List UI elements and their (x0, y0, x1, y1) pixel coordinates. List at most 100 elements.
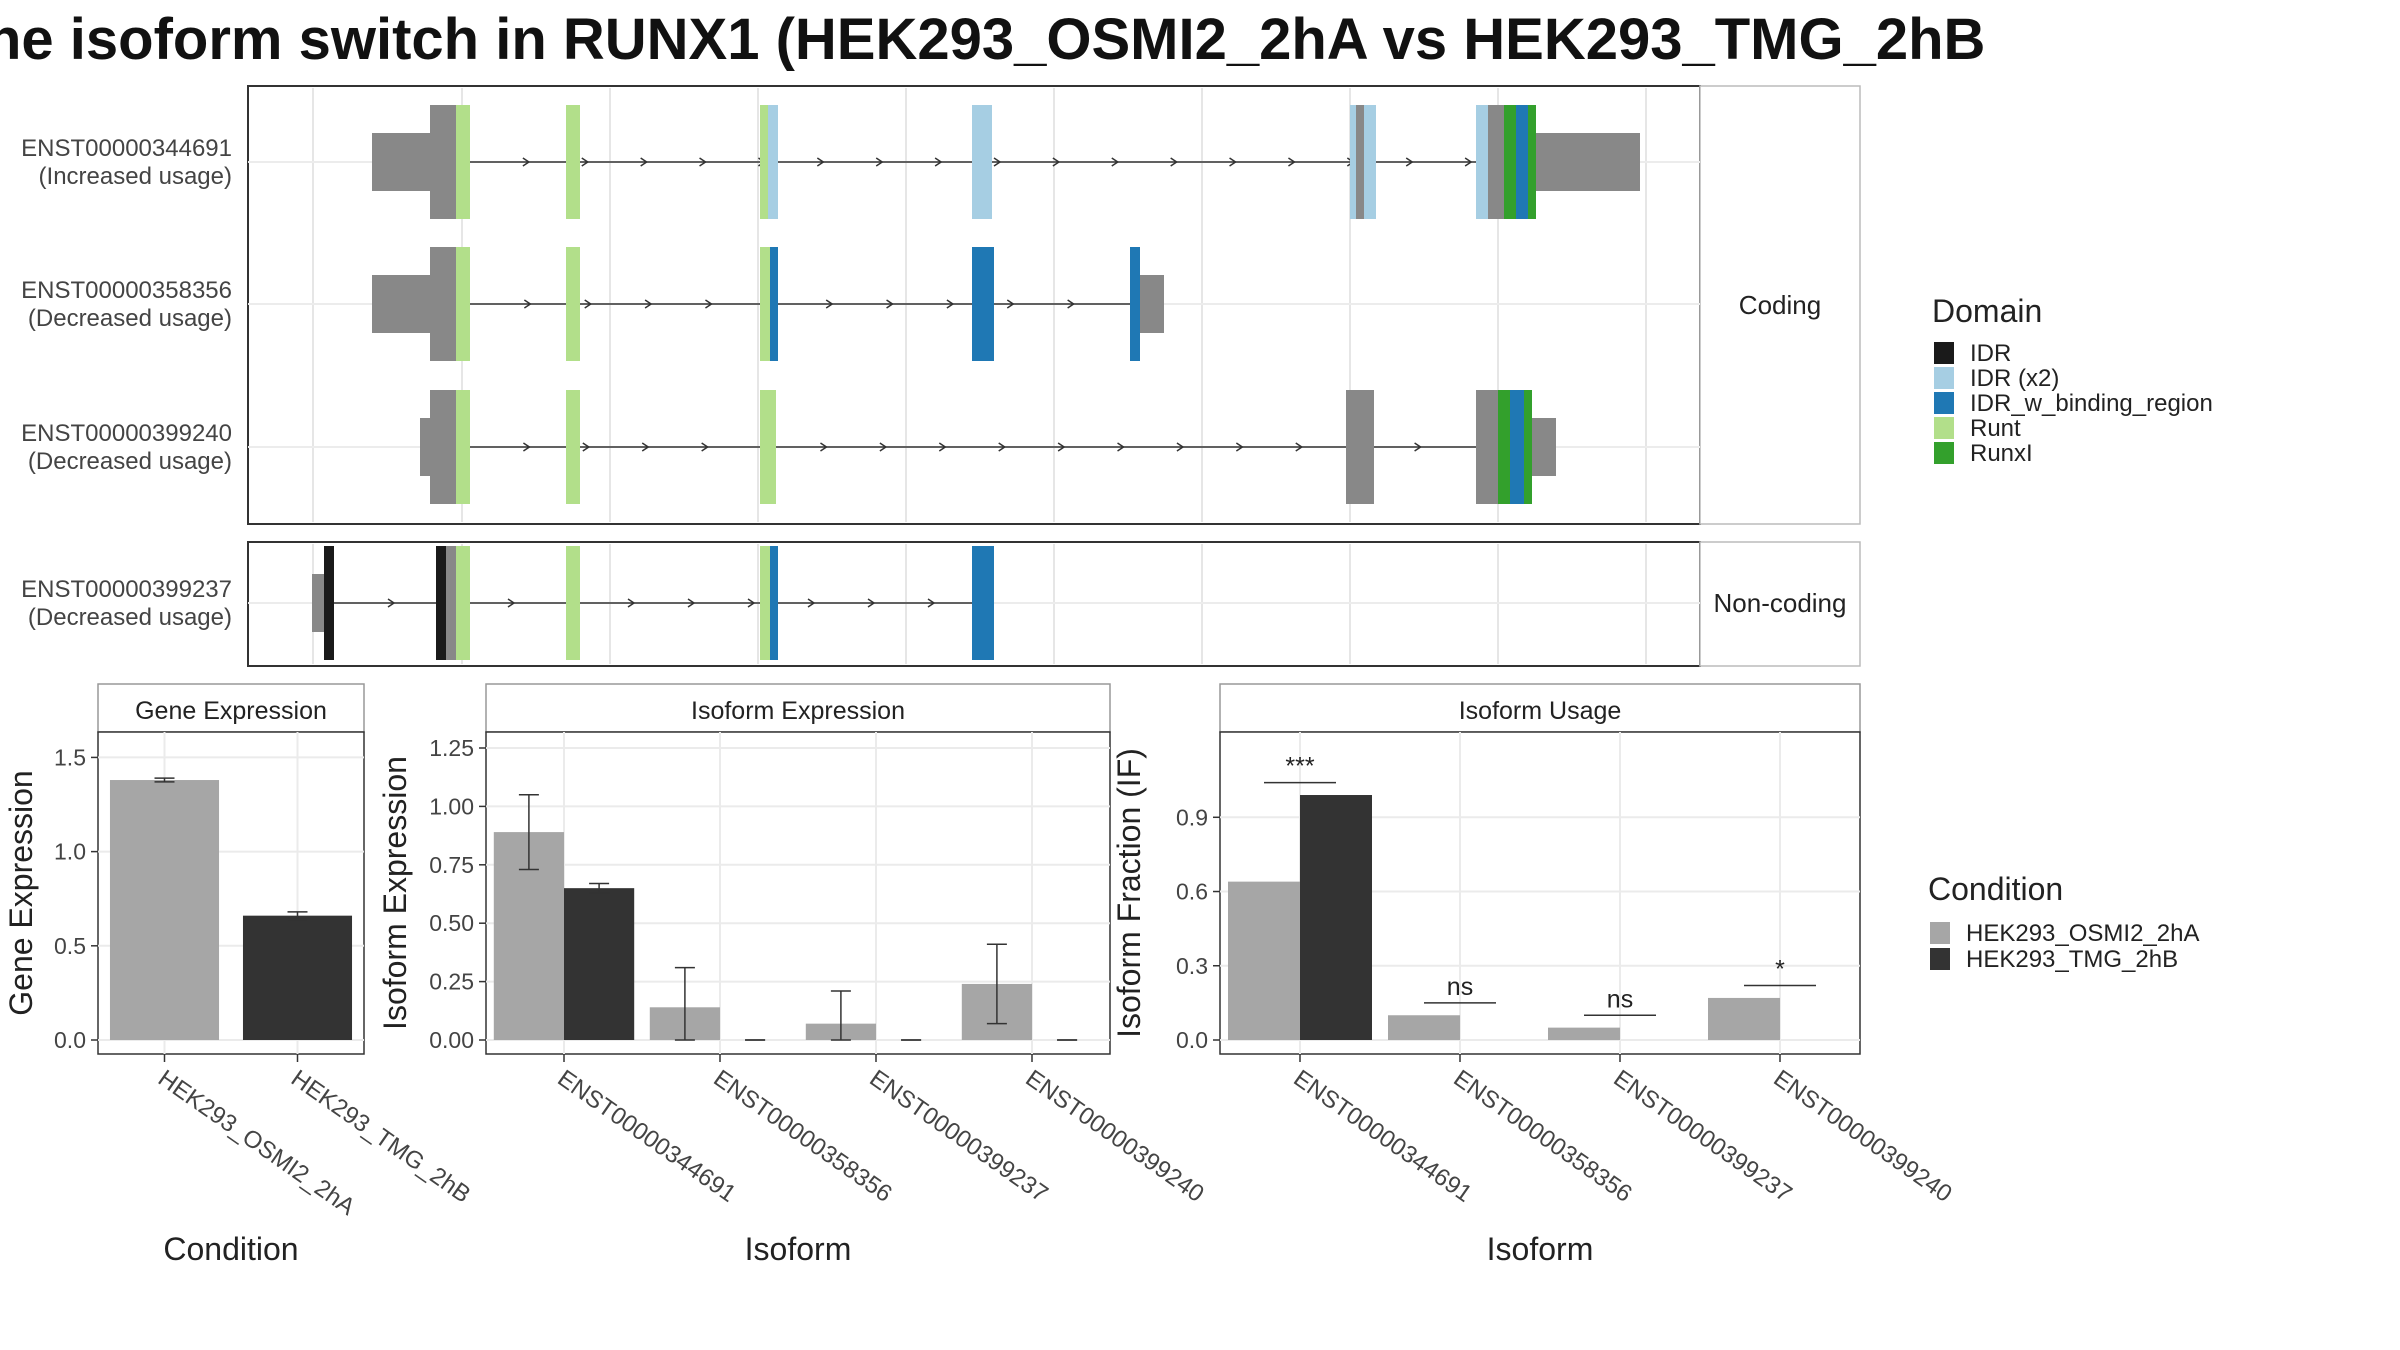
exon-segment (1476, 105, 1488, 219)
exon-segment (768, 105, 778, 219)
exon-segment (430, 105, 456, 219)
exon-segment (456, 105, 470, 219)
bar (242, 915, 353, 1040)
exon-segment (456, 390, 470, 504)
intron-arrow (927, 598, 936, 608)
panel-title: Isoform Expression (691, 697, 905, 725)
panel-strip (485, 683, 1111, 733)
panel-strip (97, 683, 365, 733)
y-tick-label: 0.9 (1176, 804, 1208, 830)
domain-legend-label: Runt (1970, 415, 2021, 442)
exon-segment (436, 546, 446, 660)
facet-label-noncoding: Non-coding (1714, 588, 1847, 618)
intron-arrow (1057, 442, 1066, 452)
significance-label: * (1775, 956, 1785, 984)
intron-arrow (644, 299, 653, 309)
x-tick-label: ENST00000399240 (1769, 1065, 1957, 1208)
intron-arrow (1052, 157, 1061, 167)
intron-arrow (522, 157, 531, 167)
intron-arrow (627, 598, 636, 608)
domain-legend-label: IDR_w_binding_region (1970, 390, 2213, 417)
bar (1548, 1027, 1620, 1040)
exon-segment (770, 546, 778, 660)
intron-arrow (1176, 442, 1185, 452)
intron-arrow (993, 157, 1002, 167)
x-axis-title: Isoform (1487, 1231, 1594, 1267)
exon-segment (770, 247, 778, 361)
intron-arrow (523, 299, 532, 309)
bar (109, 780, 220, 1040)
exon-segment (566, 247, 580, 361)
track-id-label: ENST00000399237 (21, 576, 232, 603)
exon-segment (324, 546, 334, 660)
y-tick-label: 0.3 (1176, 953, 1208, 979)
panel-title: Gene Expression (135, 697, 327, 725)
y-tick-label: 0.50 (429, 910, 474, 936)
condition-legend-swatch (1930, 948, 1950, 970)
exon-segment (456, 546, 470, 660)
intron-arrow (825, 299, 834, 309)
exon-segment (566, 390, 580, 504)
intron-arrow (522, 442, 531, 452)
exon-segment (446, 546, 456, 660)
y-tick-label: 0.5 (54, 933, 86, 959)
intron-arrow (699, 157, 707, 167)
intron-arrow (886, 299, 894, 309)
track-id-label: ENST00000344691 (21, 135, 232, 162)
domain-legend-label: RunxI (1970, 440, 2033, 467)
exon-segment (1140, 275, 1164, 333)
y-tick-label: 1.25 (429, 735, 474, 761)
y-axis-title: Isoform Expression (377, 756, 413, 1030)
intron-arrow (584, 299, 593, 309)
panel-title: Isoform Usage (1459, 697, 1622, 725)
exon-segment (1346, 390, 1374, 504)
intron-arrow (820, 442, 828, 452)
coding-strip (1699, 85, 1861, 525)
exon-segment (372, 275, 432, 333)
y-tick-label: 0.00 (429, 1027, 474, 1053)
y-tick-label: 1.5 (54, 744, 86, 770)
x-axis-title: Condition (163, 1231, 298, 1267)
exon-segment (312, 574, 324, 632)
x-axis-title: Isoform (745, 1231, 852, 1267)
intron-arrow (747, 598, 756, 608)
exon-segment (1350, 105, 1356, 219)
intron-arrow (1288, 157, 1296, 167)
bar (1708, 997, 1780, 1040)
track-usage-label: (Decreased usage) (28, 604, 232, 631)
exon-segment (566, 105, 580, 219)
track-id-label: ENST00000358356 (21, 277, 232, 304)
intron-arrow (701, 442, 709, 452)
condition-legend-label: HEK293_OSMI2_2hA (1966, 920, 2199, 947)
domain-legend-swatch (1934, 417, 1954, 439)
intron-arrow (582, 442, 591, 452)
y-tick-label: 1.00 (429, 793, 474, 819)
exon-segment (1488, 105, 1504, 219)
intron-arrow (807, 598, 816, 608)
y-tick-label: 0.75 (429, 852, 474, 878)
track-id-label: ENST00000399240 (21, 420, 232, 447)
domain-legend-title: Domain (1932, 293, 2042, 329)
exon-segment (1356, 105, 1364, 219)
track-usage-label: (Decreased usage) (28, 448, 232, 475)
intron-arrow (687, 598, 696, 608)
exon-segment (760, 546, 770, 660)
intron-arrow (1111, 157, 1120, 167)
bar (1388, 1015, 1460, 1040)
intron-arrow (1067, 299, 1075, 309)
exon-segment (372, 133, 432, 191)
condition-legend-swatch (1930, 922, 1950, 944)
y-tick-label: 0.0 (1176, 1027, 1208, 1053)
intron-arrow (1006, 299, 1015, 309)
condition-legend-label: HEK293_TMG_2hB (1966, 946, 2178, 973)
exon-segment (972, 247, 994, 361)
domain-legend-swatch (1934, 367, 1954, 389)
exon-segment (430, 247, 456, 361)
figure-title: he isoform switch in RUNX1 (HEK293_OSMI2… (0, 7, 1986, 72)
significance-label: ns (1447, 973, 1473, 1001)
exon-segment (760, 247, 770, 361)
intron-arrow (1405, 157, 1414, 167)
intron-arrow (998, 442, 1007, 452)
exon-segment (1528, 105, 1536, 219)
